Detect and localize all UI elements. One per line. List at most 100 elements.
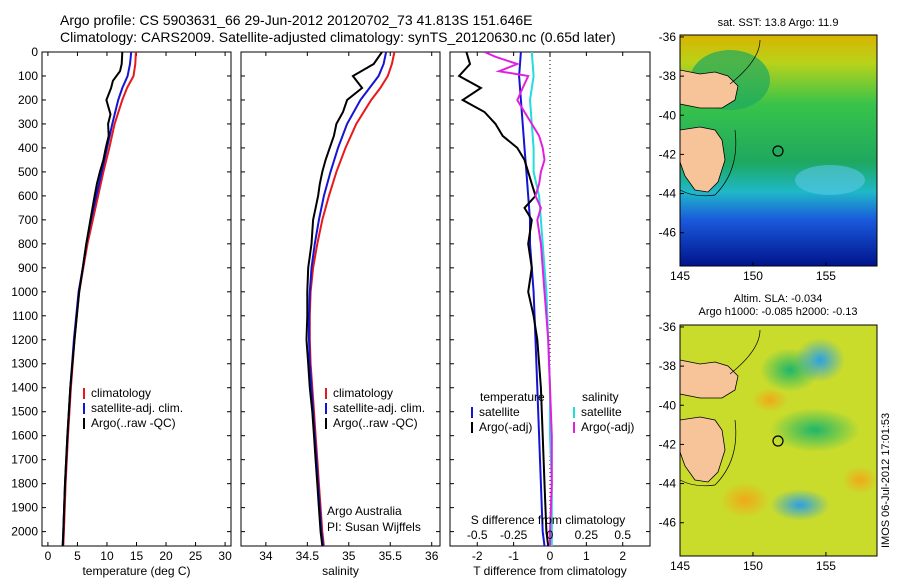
legend-entry: Argo(-adj) (479, 420, 532, 434)
argo-location-marker (772, 145, 784, 157)
x-tick-label: -2 (472, 549, 483, 563)
series-line (61, 52, 124, 546)
series-group (61, 52, 137, 546)
x-tick-label: 25 (189, 549, 203, 563)
series-group (305, 52, 396, 546)
x-tick-label: 30 (218, 549, 232, 563)
map-lat-label: -36 (659, 320, 677, 334)
map-lat-label: -46 (659, 516, 677, 530)
figure-title-line1: Argo profile: CS 5903631_66 29-Jun-2012 … (60, 12, 533, 28)
series-group (457, 52, 553, 546)
difference-panel: -2 -1 0 1 2T difference from climatology S di… (449, 51, 651, 578)
salinity-panel: 34 34.5 35 35.5 36 salinity climatologysatelli… (240, 51, 441, 578)
x-tick-label: 34 (259, 549, 273, 563)
map-lat-label: -40 (659, 108, 677, 122)
x-tick-label: 34.5 (296, 549, 320, 563)
x-tick-label: 10 (100, 549, 114, 563)
depth-tick-label: 1900 (11, 501, 38, 515)
map-lon-label: 145 (670, 559, 690, 573)
tasmania-shape (679, 416, 726, 483)
imos-timestamp: IMOS 06-Jul-2012 17:01:53 (880, 413, 892, 548)
bathymetry-contour (679, 129, 737, 197)
legend-entry: satellite-adj. clim. (333, 401, 425, 415)
x-axis-label: salinity (322, 564, 359, 578)
legend-heading-temperature: temperature (480, 390, 545, 404)
sla-field-patch (842, 466, 878, 494)
depth-tick-label: 300 (18, 117, 38, 131)
series-line (457, 52, 550, 546)
x-tick-label: -1 (508, 549, 519, 563)
mainland-shape (679, 69, 739, 109)
map-lat-label: -40 (659, 398, 677, 412)
top-axis-label: S difference from climatology (471, 513, 626, 527)
depth-tick-label: 1400 (11, 381, 38, 395)
bathymetry-contour (679, 419, 737, 487)
x-tick-label: 1 (583, 549, 590, 563)
map-lon-label: 155 (816, 559, 836, 573)
sla-field-patch (770, 489, 830, 521)
depth-tick-label: 400 (18, 141, 38, 155)
x-tick-label: 15 (130, 549, 144, 563)
depth-tick-label: 2000 (11, 525, 38, 539)
argo-location-marker (772, 435, 784, 447)
depth-tick-label: 1600 (11, 429, 38, 443)
depth-tick-label: 1500 (11, 405, 38, 419)
x-tick-label: 36 (425, 549, 439, 563)
map-lat-label: -38 (659, 69, 677, 83)
map-lon-label: 150 (743, 559, 763, 573)
depth-tick-label: 800 (18, 237, 38, 251)
legend-entry: climatology (333, 386, 393, 400)
annotation-argo-australia: Argo Australia (327, 504, 402, 518)
depth-tick-label: 700 (18, 213, 38, 227)
depth-tick-label: 1800 (11, 477, 38, 491)
sla-map-title-line2: Argo h1000: -0.085 h2000: -0.13 (698, 306, 857, 318)
depth-tick-label: 100 (18, 69, 38, 83)
depth-tick-label: 200 (18, 93, 38, 107)
depth-tick-label: 900 (18, 261, 38, 275)
annotation-pi: PI: Susan Wijffels (327, 520, 421, 534)
x-tick-label: 20 (159, 549, 173, 563)
map-lat-label: -42 (659, 437, 677, 451)
tasmania-shape (679, 126, 726, 193)
temperature-panel: 0100200300400500600700800900100011001200… (11, 45, 232, 578)
depth-tick-label: 600 (18, 189, 38, 203)
sst-map: sat. SST: 13.8 Argo: 11.9 -36 -38 -40 -42 -4… (659, 17, 878, 283)
series-line (305, 52, 383, 546)
sla-field-patch (720, 482, 770, 518)
top-tick-label: 0.25 (575, 528, 599, 542)
depth-tick-label: 0 (31, 45, 38, 59)
legend-entry: climatology (91, 386, 151, 400)
x-tick-label: 0 (547, 549, 554, 563)
x-tick-label: 5 (74, 549, 81, 563)
sst-map-title: sat. SST: 13.8 Argo: 11.9 (718, 17, 839, 29)
sla-map-title-line1: Altim. SLA: -0.034 (734, 293, 823, 305)
legend-entry: Argo(..raw -QC) (91, 416, 176, 430)
x-tick-label: 35.5 (379, 549, 403, 563)
map-lon-label: 150 (743, 269, 763, 283)
series-line (484, 52, 553, 546)
mainland-shape (679, 359, 739, 399)
sla-map-frame (679, 324, 878, 557)
map-lon-label: 155 (816, 269, 836, 283)
sla-field-patch (770, 408, 860, 452)
x-axis-label: T difference from climatology (473, 564, 627, 578)
depth-tick-label: 1000 (11, 285, 38, 299)
plot-frame (449, 51, 651, 547)
x-tick-label: 2 (619, 549, 626, 563)
depth-tick-label: 1200 (11, 333, 38, 347)
legend-entry: satellite-adj. clim. (91, 401, 183, 415)
depth-tick-label: 500 (18, 165, 38, 179)
legend-entry: satellite (581, 405, 622, 419)
x-axis-label: temperature (deg C) (82, 564, 190, 578)
map-lat-label: -38 (659, 359, 677, 373)
map-lat-label: -42 (659, 147, 677, 161)
sla-field-patch (752, 388, 788, 412)
x-tick-label: 35 (342, 549, 356, 563)
sla-field-patch (795, 338, 845, 382)
bathymetry-contour (729, 329, 761, 375)
top-tick-label: 0.5 (614, 528, 631, 542)
top-tick-label: -0.25 (500, 528, 528, 542)
top-tick-label: -0.5 (467, 528, 488, 542)
map-lat-label: -44 (659, 187, 677, 201)
